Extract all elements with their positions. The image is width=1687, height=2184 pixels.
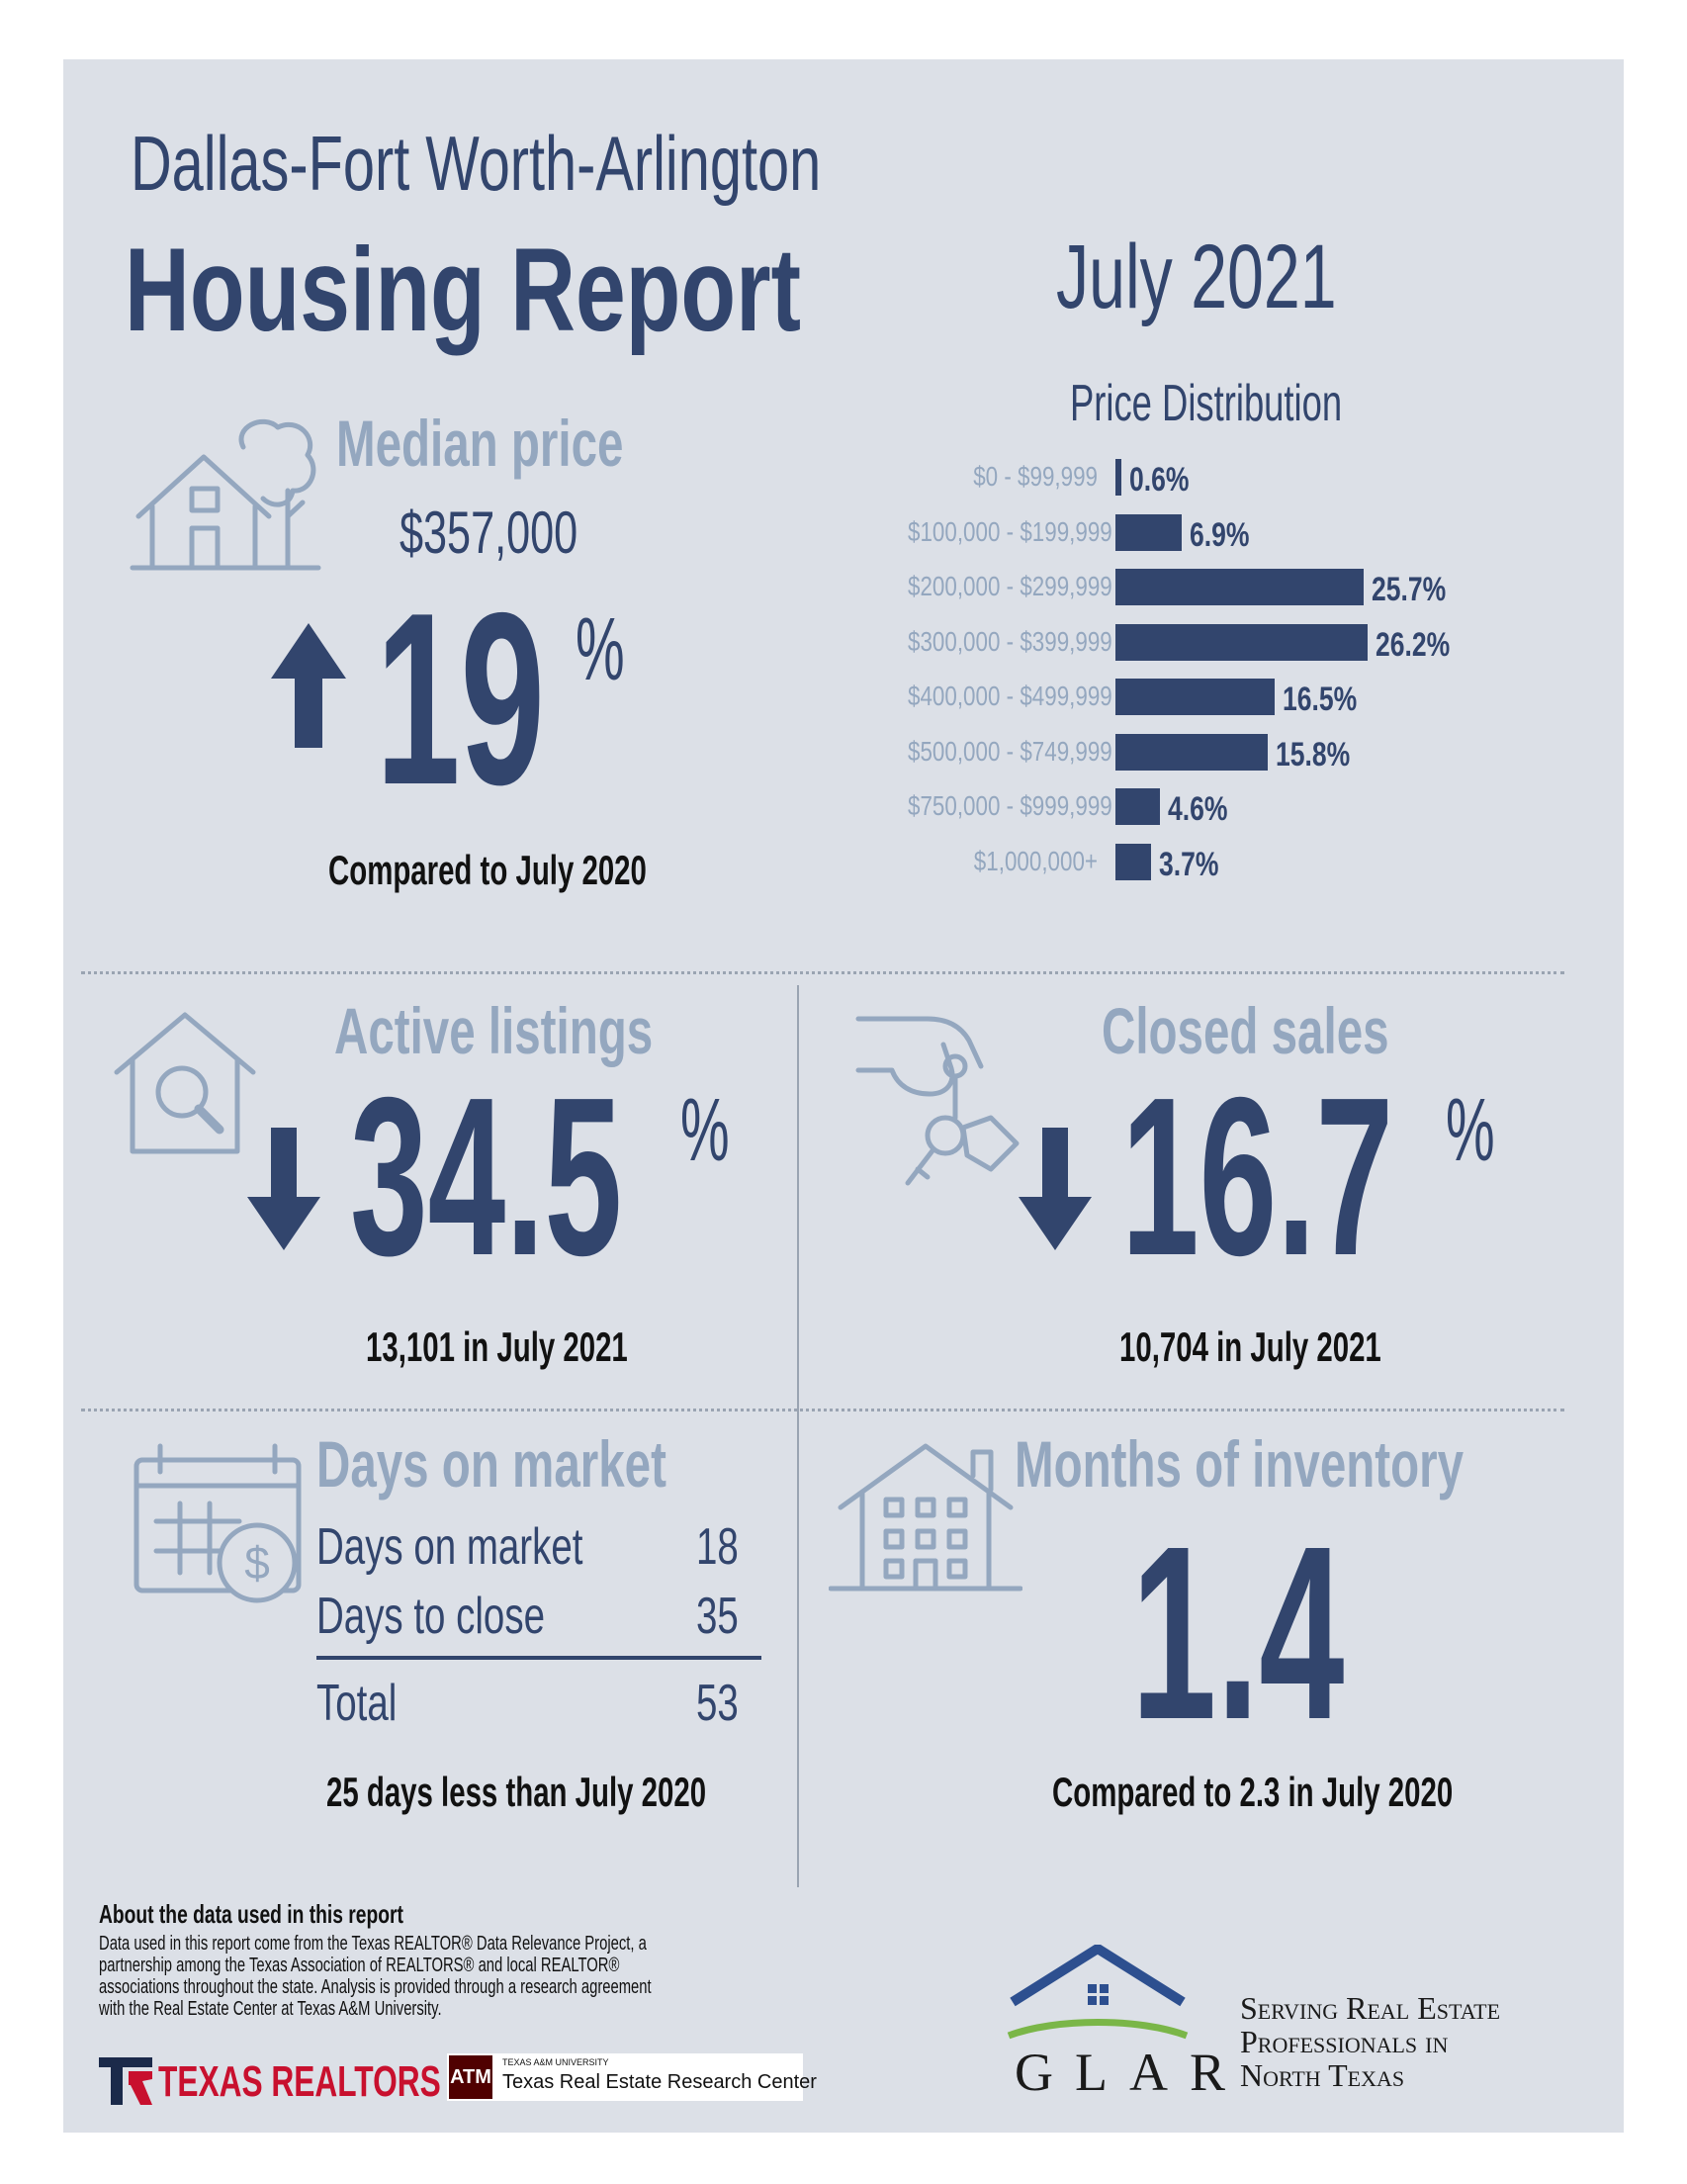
price-range-label: $750,000 - $999,999 — [908, 790, 1112, 821]
about-line: partnership among the Texas Association … — [99, 1955, 620, 1976]
calendar-dollar-icon: $ — [133, 1443, 302, 1603]
price-bar-value: 15.8% — [1276, 735, 1351, 774]
hand-key-icon — [855, 1016, 1020, 1186]
region-title: Dallas-Fort Worth-Arlington — [131, 120, 822, 207]
down-arrow-icon — [1019, 1128, 1092, 1250]
closed-sales-caption: 10,704 in July 2021 — [1119, 1323, 1381, 1370]
days-on-market-caption: 25 days less than July 2020 — [326, 1769, 707, 1815]
up-arrow-icon — [271, 623, 346, 748]
about-title: About the data used in this report — [99, 1899, 403, 1929]
house-search-icon — [114, 1012, 256, 1154]
report-period: July 2021 — [1056, 227, 1337, 327]
texas-realtors-logo: TEXAS REALTORS — [158, 2057, 441, 2106]
about-line: with the Real Estate Center at Texas A&M… — [99, 1998, 442, 2020]
median-price-heading: Median price — [336, 407, 624, 480]
dom-row-value: 18 — [696, 1518, 739, 1576]
median-price-change: 19 — [376, 561, 546, 836]
median-price-caption: Compared to July 2020 — [328, 847, 647, 893]
house-tree-icon — [130, 419, 321, 571]
price-range-label: $400,000 - $499,999 — [908, 681, 1112, 711]
months-inventory-value: 1.4 — [1131, 1495, 1345, 1771]
tamu-small-label: TEXAS A&M UNIVERSITY — [502, 2057, 609, 2067]
active-listings-percent: % — [680, 1081, 730, 1180]
price-bar — [1115, 788, 1160, 825]
price-bar-value: 3.7% — [1159, 845, 1219, 883]
glar-wordmark: GLAR — [1015, 2043, 1247, 2102]
months-inventory-caption: Compared to 2.3 in July 2020 — [1052, 1769, 1454, 1815]
report-card — [63, 59, 1624, 2133]
median-price-value: $357,000 — [400, 500, 578, 566]
price-bar — [1115, 679, 1275, 715]
total-value: 53 — [696, 1675, 739, 1732]
price-range-label: $300,000 - $399,999 — [908, 625, 1112, 657]
price-bar — [1115, 459, 1121, 496]
active-listings-caption: 13,101 in July 2021 — [366, 1323, 628, 1370]
price-bar-value: 26.2% — [1376, 625, 1451, 664]
price-bar — [1115, 623, 1369, 661]
chart-title: Price Distribution — [1070, 375, 1343, 432]
about-line: associations throughout the state. Analy… — [99, 1976, 652, 1998]
tamu-center-label: Texas Real Estate Research Center — [502, 2071, 817, 2093]
price-bar-value: 16.5% — [1282, 681, 1358, 718]
price-range-label: $200,000 - $299,999 — [908, 571, 1112, 601]
closed-sales-heading: Closed sales — [1102, 994, 1389, 1067]
svg-text:$: $ — [244, 1537, 270, 1589]
close-row-label: Days to close — [316, 1588, 545, 1645]
price-range-label: $500,000 - $749,999 — [908, 735, 1112, 767]
price-bar-value: 6.9% — [1190, 515, 1250, 554]
glar-tagline-2: Professionals in — [1240, 2024, 1449, 2059]
price-bar — [1115, 569, 1364, 605]
vertical-divider — [797, 985, 799, 1887]
active-listings-heading: Active listings — [334, 994, 654, 1067]
price-bar — [1115, 733, 1269, 771]
price-bar — [1115, 843, 1152, 880]
tamu-logo: ATM TEXAS A&M UNIVERSITY Texas Real Esta… — [447, 2053, 817, 2101]
divider-1 — [81, 971, 1564, 974]
price-range-label: $100,000 - $199,999 — [908, 515, 1112, 547]
dom-row-label: Days on market — [316, 1518, 583, 1576]
closed-sales-percent: % — [1446, 1081, 1495, 1180]
apartment-house-icon — [829, 1443, 1022, 1592]
closed-sales-change: 16.7 — [1121, 1051, 1394, 1303]
glar-tagline-3: North Texas — [1240, 2057, 1405, 2093]
divider-2 — [81, 1409, 1564, 1411]
glar-house-logo — [1007, 1945, 1189, 2040]
glar-tagline-1: Serving Real Estate — [1240, 1990, 1501, 2026]
price-bar-value: 25.7% — [1371, 571, 1446, 608]
close-row-value: 35 — [696, 1588, 739, 1645]
about-line: Data used in this report come from the T… — [99, 1933, 647, 1955]
price-distribution-chart: $0 - $99,999 0.6% $100,000 - $199,999 6.9% $… — [860, 459, 1612, 894]
report-title: Housing Report — [125, 224, 801, 356]
price-range-label: $0 - $99,999 — [973, 461, 1098, 492]
total-rule — [316, 1656, 761, 1660]
median-price-percent: % — [576, 600, 625, 699]
price-range-label: $1,000,000+ — [973, 845, 1098, 876]
days-on-market-heading: Days on market — [316, 1427, 666, 1501]
tamu-mark: ATM — [449, 2055, 492, 2099]
price-bar-value: 0.6% — [1128, 461, 1190, 499]
price-bar — [1115, 513, 1183, 551]
active-listings-change: 34.5 — [350, 1051, 623, 1303]
price-bar-value: 4.6% — [1167, 790, 1228, 828]
down-arrow-icon — [247, 1128, 320, 1250]
texas-realtors-logo-mark — [99, 2057, 152, 2105]
total-label: Total — [316, 1675, 398, 1732]
months-inventory-heading: Months of inventory — [1015, 1427, 1465, 1501]
